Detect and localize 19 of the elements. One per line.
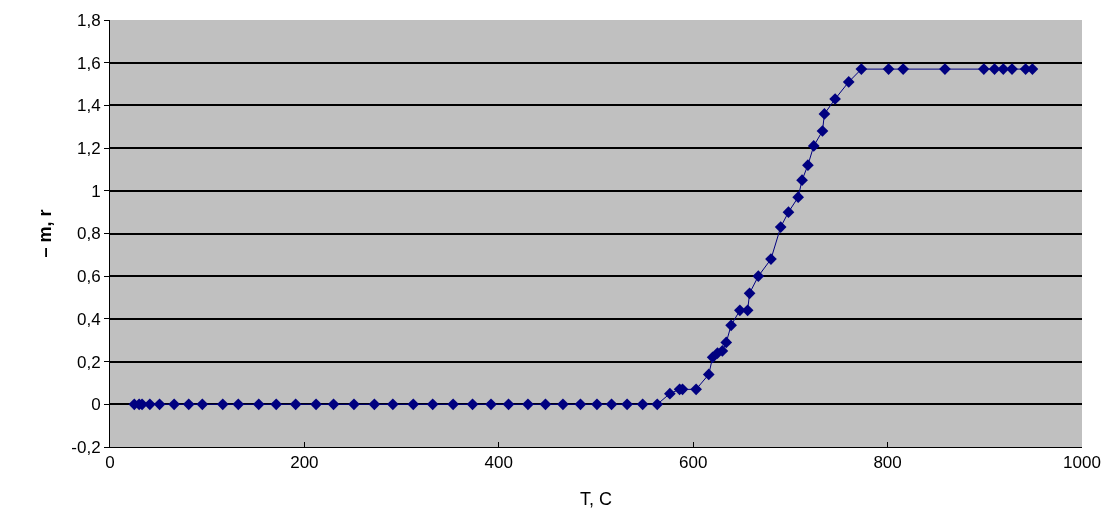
x-axis-title: T, C (579, 488, 613, 509)
y-tick-label: -0,2 (71, 437, 101, 457)
y-tick-label: 1,2 (76, 139, 101, 159)
y-tick-label: 0 (91, 395, 101, 415)
y-tick-label: 0,2 (76, 352, 101, 372)
x-tick-label: 0 (105, 453, 115, 473)
y-tick-label: 0,8 (76, 224, 101, 244)
y-tick-label: 1,6 (76, 53, 101, 73)
y-tick-label: 1 (91, 181, 101, 201)
x-tick-label: 800 (873, 453, 902, 473)
x-tick-label: 400 (484, 453, 513, 473)
y-tick-label: 0,4 (76, 309, 101, 329)
x-tick-label: 600 (679, 453, 708, 473)
y-axis-title: – m, r (34, 209, 55, 258)
y-tick-label: 1,8 (76, 10, 101, 30)
y-tick-label: 0,6 (76, 267, 101, 287)
x-tick-label: 1000 (1063, 453, 1101, 473)
x-tick-label: 200 (290, 453, 319, 473)
y-tick-label: 1,4 (76, 96, 101, 116)
